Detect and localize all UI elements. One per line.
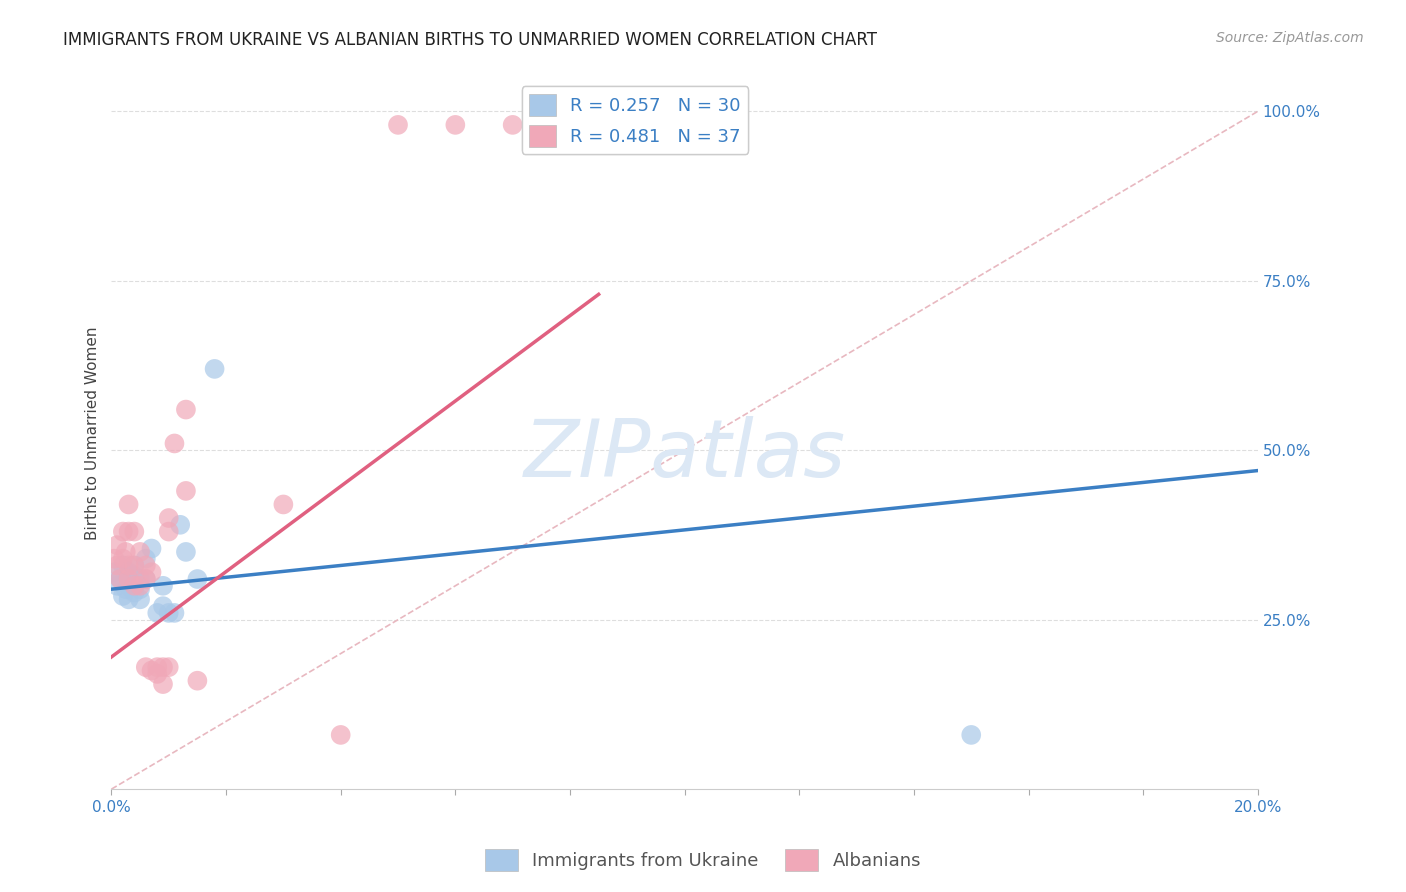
Point bbox=[169, 517, 191, 532]
Point bbox=[117, 498, 139, 512]
Point bbox=[152, 579, 174, 593]
Point bbox=[129, 545, 152, 559]
Point bbox=[105, 579, 128, 593]
Point bbox=[204, 362, 226, 376]
Point bbox=[146, 660, 169, 674]
Point bbox=[152, 660, 174, 674]
Text: IMMIGRANTS FROM UKRAINE VS ALBANIAN BIRTHS TO UNMARRIED WOMEN CORRELATION CHART: IMMIGRANTS FROM UKRAINE VS ALBANIAN BIRT… bbox=[63, 31, 877, 49]
Point bbox=[124, 585, 146, 599]
Point bbox=[174, 483, 197, 498]
Point bbox=[117, 579, 139, 593]
Point bbox=[124, 524, 146, 539]
Point bbox=[117, 524, 139, 539]
Point bbox=[114, 582, 136, 597]
Point bbox=[117, 572, 139, 586]
Point bbox=[129, 592, 152, 607]
Point bbox=[157, 606, 180, 620]
Point bbox=[111, 551, 134, 566]
Text: ZIPatlas: ZIPatlas bbox=[523, 416, 845, 493]
Point bbox=[108, 572, 131, 586]
Point bbox=[103, 551, 125, 566]
Point bbox=[152, 677, 174, 691]
Point bbox=[129, 582, 152, 597]
Point bbox=[105, 558, 128, 573]
Point bbox=[111, 558, 134, 573]
Point bbox=[124, 579, 146, 593]
Point bbox=[105, 538, 128, 552]
Point bbox=[114, 545, 136, 559]
Legend: R = 0.257   N = 30, R = 0.481   N = 37: R = 0.257 N = 30, R = 0.481 N = 37 bbox=[522, 87, 748, 154]
Point bbox=[163, 606, 186, 620]
Point bbox=[124, 558, 146, 573]
Point bbox=[960, 728, 983, 742]
Point bbox=[444, 118, 467, 132]
Point bbox=[163, 436, 186, 450]
Point bbox=[329, 728, 352, 742]
Point bbox=[135, 572, 157, 586]
Point bbox=[135, 660, 157, 674]
Point bbox=[111, 524, 134, 539]
Point bbox=[111, 589, 134, 603]
Point bbox=[141, 541, 163, 556]
Point bbox=[157, 511, 180, 525]
Y-axis label: Births to Unmarried Women: Births to Unmarried Women bbox=[86, 326, 100, 540]
Point bbox=[174, 402, 197, 417]
Point bbox=[146, 606, 169, 620]
Legend: Immigrants from Ukraine, Albanians: Immigrants from Ukraine, Albanians bbox=[478, 842, 928, 879]
Text: Source: ZipAtlas.com: Source: ZipAtlas.com bbox=[1216, 31, 1364, 45]
Point bbox=[157, 660, 180, 674]
Point bbox=[146, 667, 169, 681]
Point bbox=[502, 118, 524, 132]
Point bbox=[117, 566, 139, 580]
Point bbox=[186, 572, 208, 586]
Point bbox=[141, 566, 163, 580]
Point bbox=[117, 592, 139, 607]
Point bbox=[152, 599, 174, 614]
Point bbox=[174, 545, 197, 559]
Point bbox=[186, 673, 208, 688]
Point bbox=[103, 566, 125, 580]
Point bbox=[108, 572, 131, 586]
Point bbox=[387, 118, 409, 132]
Point bbox=[129, 579, 152, 593]
Point bbox=[129, 572, 152, 586]
Point bbox=[135, 572, 157, 586]
Point bbox=[117, 568, 139, 582]
Point bbox=[117, 558, 139, 573]
Point bbox=[135, 558, 157, 573]
Point bbox=[157, 524, 180, 539]
Point bbox=[135, 551, 157, 566]
Point bbox=[141, 664, 163, 678]
Point bbox=[124, 579, 146, 593]
Point bbox=[124, 558, 146, 573]
Point bbox=[273, 498, 295, 512]
Point bbox=[124, 568, 146, 582]
